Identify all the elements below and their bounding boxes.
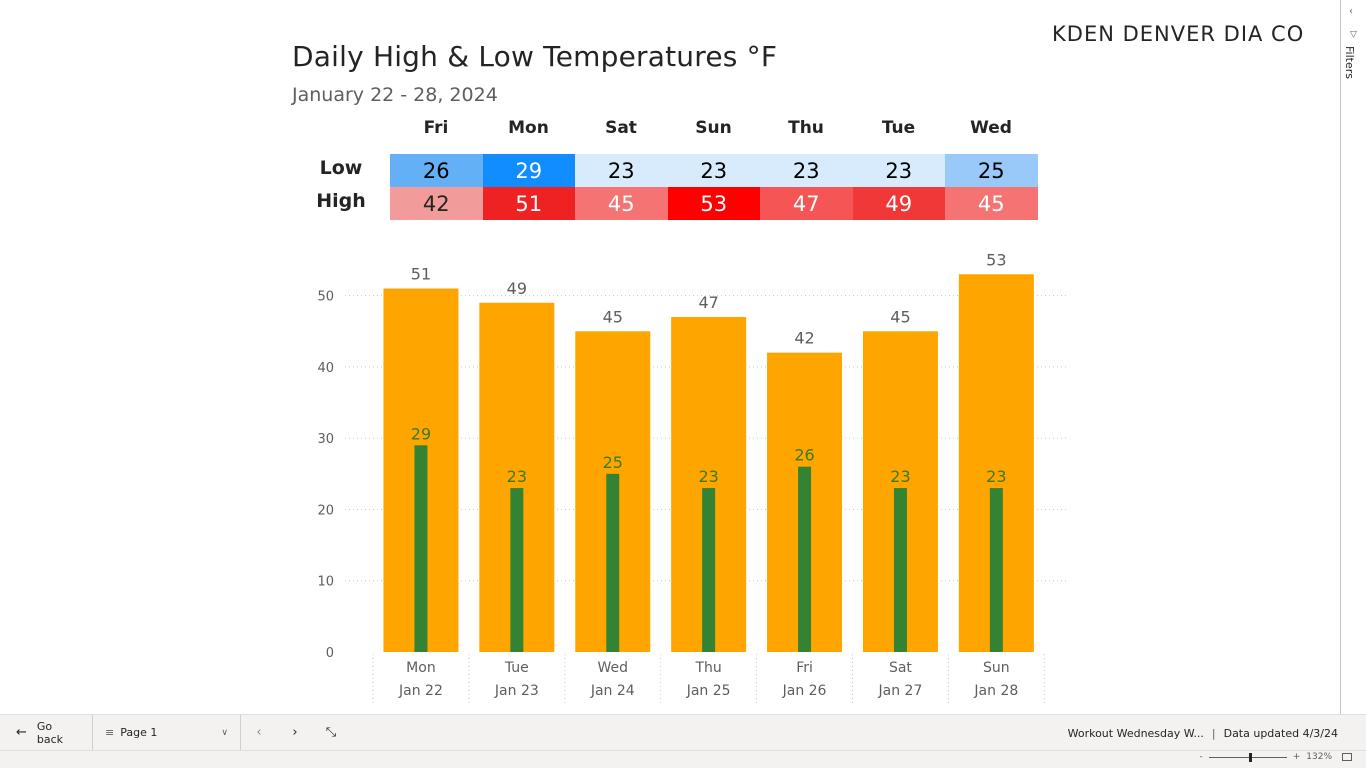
low-temperature-label: 23 — [890, 467, 910, 486]
high-temperature-label: 51 — [411, 265, 431, 284]
filters-pane[interactable]: ‹ ▽ Filters — [1340, 0, 1366, 714]
arrow-left-icon: ← — [16, 725, 27, 740]
x-tick-label-day: Mon — [406, 660, 436, 676]
matrix-cell[interactable]: 29 — [482, 154, 575, 187]
separator: | — [1211, 726, 1216, 740]
matrix-column-header: Sat — [605, 118, 637, 138]
zoom-level: 132% — [1306, 752, 1332, 762]
x-tick-label-day: Fri — [796, 660, 813, 676]
collapse-icon[interactable]: ⤡ — [325, 725, 337, 740]
matrix-cell[interactable]: 47 — [760, 187, 853, 220]
matrix-cell[interactable]: 53 — [667, 187, 760, 220]
matrix-cell[interactable]: 25 — [945, 154, 1038, 187]
go-back-button[interactable]: ← Go back — [0, 714, 93, 751]
data-updated: Data updated 4/3/24 — [1223, 726, 1338, 740]
x-tick-label-day: Sat — [889, 660, 912, 676]
x-tick-label-date: Jan 28 — [973, 683, 1018, 699]
matrix-cell[interactable]: 45 — [945, 187, 1038, 220]
high-temperature-label: 53 — [986, 250, 1006, 269]
x-tick-label-day: Tue — [504, 660, 529, 676]
matrix-column-header: Fri — [423, 118, 449, 138]
matrix-cell[interactable]: 26 — [390, 154, 483, 187]
matrix-column-header: Thu — [788, 118, 824, 138]
low-temperature-bar[interactable] — [702, 488, 716, 652]
matrix-cell[interactable]: 23 — [760, 154, 853, 187]
matrix-cell[interactable]: 23 — [667, 154, 760, 187]
high-temperature-label: 47 — [698, 293, 718, 312]
x-tick-label-date: Jan 25 — [686, 683, 731, 699]
y-tick-label: 40 — [317, 361, 334, 376]
page-selector-label: Page 1 — [120, 726, 158, 739]
low-temperature-label: 29 — [411, 424, 431, 443]
x-tick-label-date: Jan 26 — [782, 683, 827, 699]
high-temperature-label: 45 — [603, 307, 623, 326]
x-tick-label-day: Sun — [983, 660, 1010, 676]
zoom-in-icon[interactable]: + — [1292, 752, 1301, 762]
station-name: KDEN DENVER DIA CO — [1052, 22, 1305, 46]
low-temperature-bar[interactable] — [414, 445, 428, 652]
matrix-cell[interactable]: 51 — [482, 187, 575, 220]
matrix-cell[interactable]: 45 — [575, 187, 668, 220]
matrix-column-header: Wed — [970, 118, 1012, 138]
fit-to-page-icon[interactable] — [1342, 753, 1352, 761]
matrix-column-header: Tue — [881, 118, 916, 138]
matrix-cell[interactable]: 49 — [852, 187, 945, 220]
low-temperature-label: 23 — [986, 467, 1006, 486]
y-tick-label: 10 — [317, 575, 334, 590]
high-temperature-label: 49 — [507, 279, 527, 298]
matrix-row-label: Low — [319, 157, 363, 179]
go-back-label: Go back — [36, 719, 64, 746]
status-bar: - + 132% — [0, 750, 1366, 768]
matrix-cell[interactable]: 23 — [852, 154, 945, 187]
low-temperature-label: 26 — [794, 446, 814, 465]
y-tick-label: 30 — [317, 432, 334, 447]
low-temperature-bar[interactable] — [510, 488, 524, 652]
low-temperature-bar[interactable] — [606, 473, 620, 652]
filters-label[interactable]: Filters — [1343, 46, 1356, 79]
page-subtitle: January 22 - 28, 2024 — [292, 84, 498, 106]
matrix-cell[interactable]: 42 — [390, 187, 483, 220]
page-selector[interactable]: ≡ Page 1 ∨ — [93, 714, 241, 751]
next-page-button[interactable]: › — [292, 725, 298, 740]
matrix-cell[interactable]: 23 — [575, 154, 668, 187]
zoom-slider[interactable] — [1208, 752, 1287, 762]
matrix-row-label: High — [316, 190, 366, 212]
filter-icon: ▽ — [1350, 30, 1357, 40]
page-list-icon: ≡ — [105, 726, 115, 739]
x-tick-label-day: Wed — [597, 660, 628, 676]
chevron-down-icon: ∨ — [221, 727, 228, 738]
y-tick-label: 50 — [317, 290, 334, 305]
high-temperature-label: 42 — [794, 329, 814, 348]
x-tick-label-date: Jan 22 — [398, 683, 443, 699]
zoom-out-icon[interactable]: - — [1199, 752, 1203, 762]
matrix-column-header: Mon — [508, 118, 549, 138]
matrix-column-header: Sun — [695, 118, 732, 138]
previous-page-button[interactable]: ‹ — [256, 725, 262, 740]
zoom-control[interactable]: - + 132% — [1199, 752, 1352, 762]
report-name[interactable]: Workout Wednesday W... — [1067, 726, 1204, 740]
y-tick-label: 0 — [326, 646, 334, 661]
low-temperature-bar[interactable] — [989, 488, 1003, 652]
x-tick-label-date: Jan 27 — [878, 683, 923, 699]
x-tick-label-date: Jan 23 — [494, 683, 539, 699]
y-tick-label: 20 — [317, 503, 334, 518]
low-temperature-label: 23 — [507, 467, 527, 486]
report-canvas: Daily High & Low Temperatures °F January… — [0, 0, 1340, 714]
collapse-chevron-icon[interactable]: ‹ — [1349, 6, 1353, 17]
bottom-navigation-bar: ← Go back ≡ Page 1 ∨ ‹ › ⤡ Workout Wedne… — [0, 714, 1366, 751]
zoom-slider-thumb[interactable] — [1248, 752, 1252, 762]
low-temperature-bar[interactable] — [893, 488, 907, 652]
low-temperature-label: 25 — [603, 453, 623, 472]
low-temperature-label: 23 — [698, 467, 718, 486]
low-temperature-bar[interactable] — [798, 466, 812, 652]
high-temperature-label: 45 — [890, 307, 910, 326]
x-tick-label-date: Jan 24 — [590, 683, 635, 699]
report-info: Workout Wednesday W... | Data updated 4/… — [1068, 715, 1338, 751]
page-title: Daily High & Low Temperatures °F — [292, 40, 778, 73]
x-tick-label-day: Thu — [694, 660, 721, 676]
